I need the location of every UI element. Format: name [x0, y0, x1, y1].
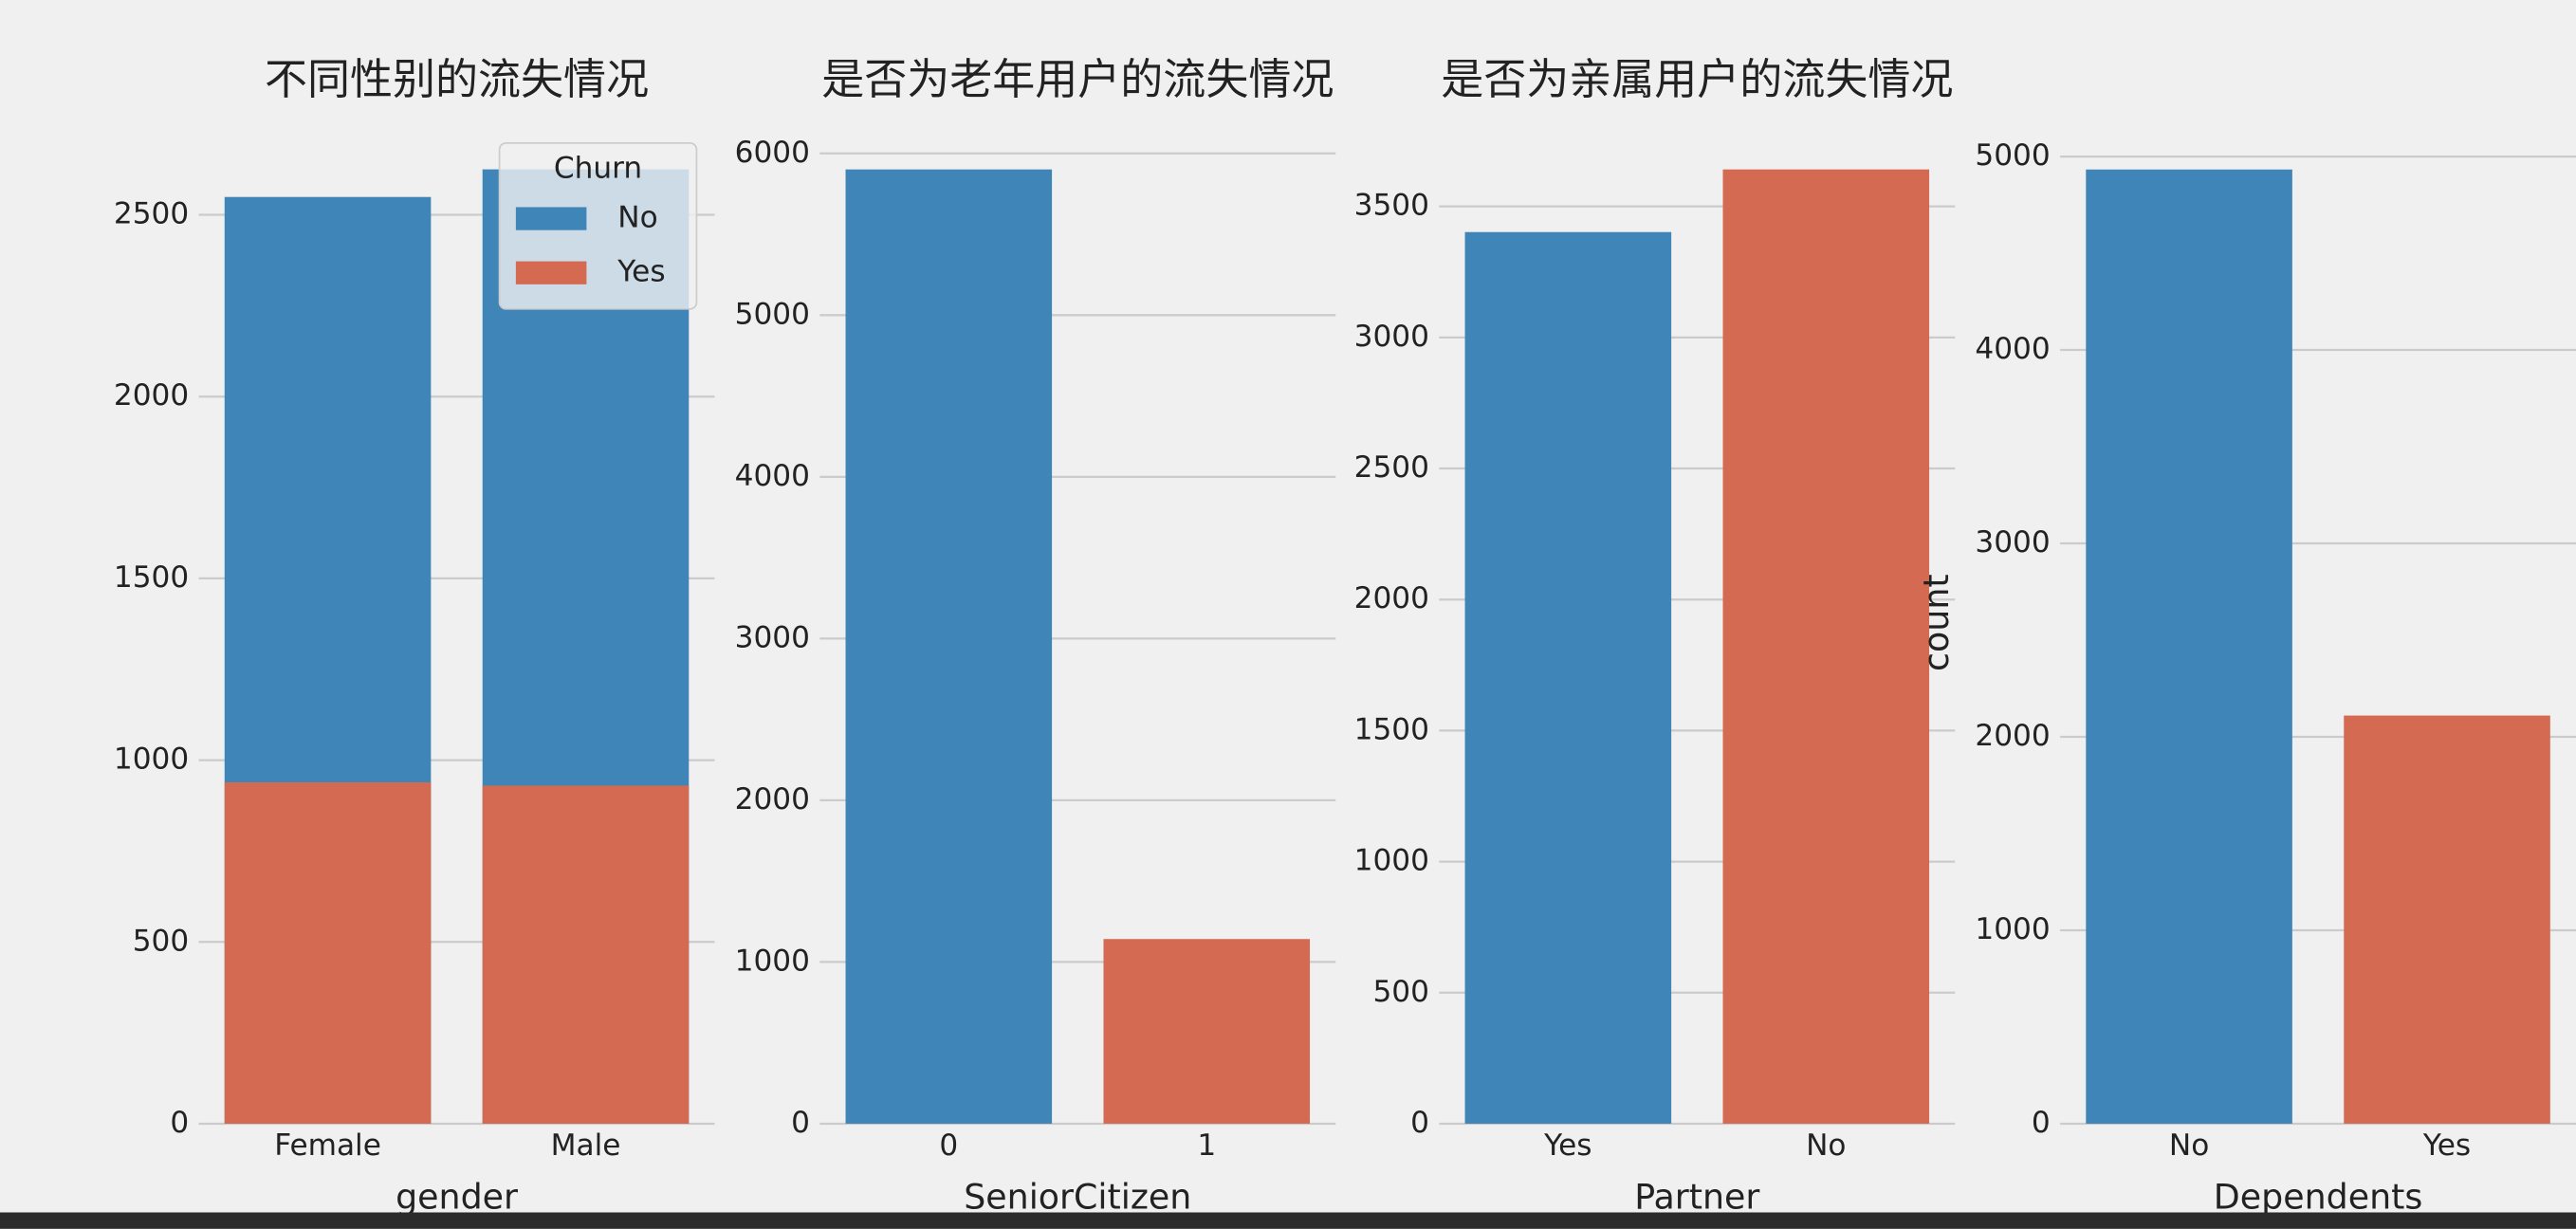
- bar: [2086, 169, 2292, 1124]
- x-axis-label: gender: [396, 1177, 518, 1218]
- y-tick-label: 0: [170, 1106, 189, 1140]
- y-tick-label: 2500: [1354, 450, 1429, 485]
- y-tick-label: 0: [791, 1106, 810, 1140]
- bar: [1103, 939, 1311, 1124]
- y-tick-label: 3000: [1354, 320, 1429, 354]
- x-axis-label: SeniorCitizen: [964, 1177, 1191, 1218]
- y-tick-label: 3000: [1975, 525, 2050, 559]
- y-tick-label: 1000: [735, 944, 810, 978]
- y-tick-label: 3000: [735, 620, 810, 654]
- x-tick-label: 1: [1197, 1128, 1216, 1163]
- x-tick-label: Female: [274, 1128, 381, 1163]
- y-tick-label: 1500: [114, 560, 189, 595]
- y-tick-label: 2000: [1975, 719, 2050, 753]
- y-tick-label: 2000: [735, 782, 810, 816]
- y-tick-label: 2500: [114, 197, 189, 231]
- x-tick-label: No: [1806, 1128, 1846, 1163]
- x-tick-label: Yes: [2422, 1128, 2471, 1163]
- y-tick-label: 500: [1372, 975, 1428, 1009]
- y-tick-label: 5000: [735, 297, 810, 331]
- y-tick-label: 5000: [1975, 138, 2050, 173]
- y-tick-label: 2000: [1354, 581, 1429, 615]
- bar: [845, 169, 1053, 1124]
- y-tick-label: 500: [133, 924, 189, 958]
- bar: [224, 781, 432, 1124]
- y-tick-label: 2000: [114, 378, 189, 413]
- chart-title: 不同性别的流失情况: [265, 54, 649, 104]
- y-tick-label: 4000: [1975, 332, 2050, 366]
- y-tick-label: 3500: [1354, 189, 1429, 223]
- legend-label: No: [617, 201, 657, 235]
- bar: [482, 785, 690, 1124]
- y-tick-label: 0: [2032, 1106, 2051, 1140]
- legend-label: Yes: [616, 255, 665, 289]
- y-axis-label: count: [1916, 574, 1957, 671]
- y-tick-label: 1500: [1354, 712, 1429, 746]
- y-tick-label: 1000: [114, 743, 189, 777]
- bar: [1722, 169, 1930, 1124]
- chart-title: 是否为老年用户的流失情况: [821, 54, 1334, 104]
- y-tick-label: 6000: [735, 136, 810, 170]
- x-axis-label: Partner: [1634, 1177, 1759, 1218]
- x-tick-label: No: [2169, 1128, 2209, 1163]
- legend-title: Churn: [554, 152, 642, 186]
- y-tick-label: 0: [1410, 1106, 1429, 1140]
- bar: [2344, 715, 2550, 1124]
- legend-swatch: [515, 261, 587, 284]
- x-tick-label: 0: [939, 1128, 958, 1163]
- bar: [1464, 231, 1672, 1124]
- chart-title: 是否为亲属用户的流失情况: [1441, 54, 1953, 104]
- legend-swatch: [515, 207, 587, 230]
- x-axis-label: Dependents: [2214, 1177, 2423, 1218]
- x-tick-label: Male: [551, 1128, 621, 1163]
- taskbar: [0, 1212, 2576, 1229]
- y-tick-label: 1000: [1354, 844, 1429, 878]
- x-tick-label: Yes: [1543, 1128, 1592, 1163]
- y-tick-label: 4000: [735, 459, 810, 493]
- y-tick-label: 1000: [1975, 912, 2050, 946]
